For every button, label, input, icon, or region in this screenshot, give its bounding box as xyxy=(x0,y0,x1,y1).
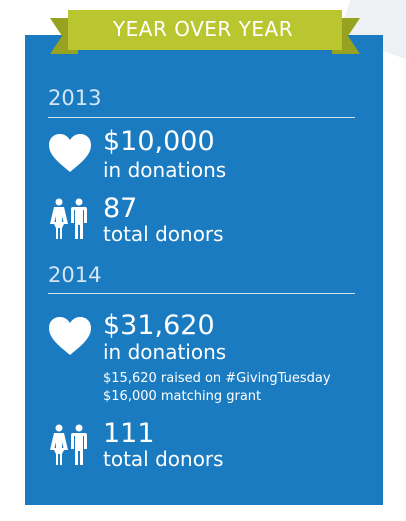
heart-icon xyxy=(49,134,91,172)
rule xyxy=(48,293,355,294)
stat-value: $10,000 xyxy=(103,126,215,157)
panel xyxy=(25,35,383,505)
stat-label: total donors xyxy=(103,222,224,246)
rule xyxy=(48,117,355,118)
people-icon xyxy=(50,198,87,239)
note: $15,620 raised on #GivingTuesday xyxy=(103,371,331,386)
title: YEAR OVER YEAR xyxy=(112,17,294,41)
people-icon xyxy=(50,424,87,465)
ribbon xyxy=(50,10,360,54)
stat-value: 111 xyxy=(103,418,155,449)
stat-label: in donations xyxy=(103,158,227,182)
stat-label: total donors xyxy=(103,447,224,471)
heart-icon xyxy=(49,317,91,355)
year: 2014 xyxy=(48,263,102,287)
stat-value: 87 xyxy=(103,193,138,224)
year: 2013 xyxy=(48,86,102,110)
note: $16,000 matching grant xyxy=(103,389,262,404)
stat-value: $31,620 xyxy=(103,310,215,341)
stat-label: in donations xyxy=(103,340,227,364)
